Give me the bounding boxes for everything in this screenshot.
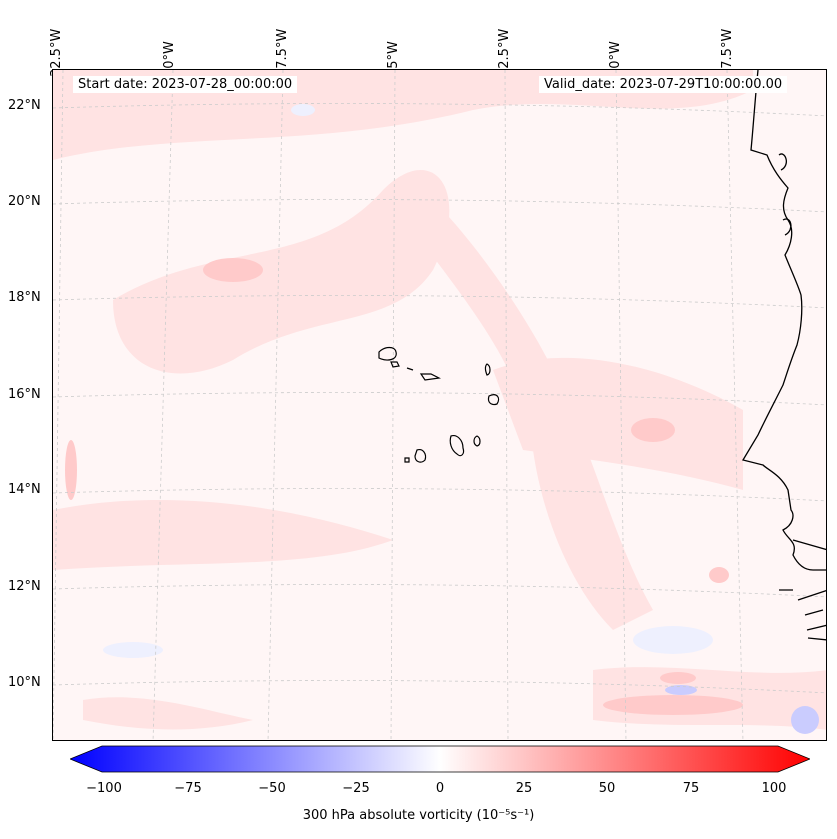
colorbar-tick-label: −100 <box>86 781 122 796</box>
parallel-line <box>53 392 826 406</box>
lat-label: 12°N <box>8 579 41 594</box>
meridian-line <box>390 70 396 740</box>
colorbar-tick-label: −25 <box>342 781 370 796</box>
parallel-line <box>53 199 826 213</box>
coast-inlet <box>782 218 792 236</box>
field-cell-red <box>631 418 675 442</box>
valid-date-label: Valid_date: 2023-07-29T10:00:00.00 <box>539 76 788 93</box>
island-santa-luzia <box>406 367 414 371</box>
field-cell-blue <box>665 685 697 695</box>
field-cell-blue <box>791 706 819 734</box>
parallel-line <box>53 103 826 117</box>
colorbar-tick-label: 100 <box>761 781 787 796</box>
field-cell-red <box>603 695 743 715</box>
africa-coastline <box>741 70 826 641</box>
field-cell-blue <box>291 104 315 116</box>
island-fogo <box>414 449 427 463</box>
lat-label: 14°N <box>8 482 41 497</box>
island-boa-vista <box>487 394 500 406</box>
field-band-red <box>53 500 393 570</box>
start-date-label: Start date: 2023-07-28_00:00:00 <box>73 76 298 93</box>
field-cell-blue <box>103 642 163 658</box>
meridian-line <box>615 70 627 740</box>
lat-label: 10°N <box>8 675 41 690</box>
parallel-line <box>53 680 826 694</box>
vorticity-map <box>52 69 827 741</box>
map-canvas <box>53 70 826 740</box>
lat-label: 22°N <box>8 98 41 113</box>
lat-label: 20°N <box>8 194 41 209</box>
colorbar-tick-label: 0 <box>435 781 445 796</box>
vorticity-field <box>53 70 826 734</box>
cape-verde-islands <box>378 346 500 463</box>
field-band-red <box>83 697 253 730</box>
colorbar-tick-label: 25 <box>515 781 533 796</box>
meridian-line <box>504 70 509 740</box>
meridian-line <box>726 70 744 740</box>
meridian-line <box>267 70 284 740</box>
island-santo-antao <box>378 346 397 361</box>
colorbar-tick-label: −50 <box>258 781 286 796</box>
island-sal <box>484 363 491 376</box>
parallel-line <box>53 295 826 309</box>
island-sao-vicente <box>390 361 400 368</box>
island-santiago <box>449 435 465 457</box>
island-brava <box>404 457 410 463</box>
field-cell-blue <box>633 626 713 654</box>
field-band-red <box>493 357 743 490</box>
field-band-red <box>113 169 450 374</box>
meridian-line <box>53 70 64 740</box>
colorbar-body <box>68 745 812 773</box>
island-sao-nicolau <box>419 373 441 381</box>
colorbar-label: 300 hPa absolute vorticity (10⁻⁵s⁻¹) <box>302 808 535 823</box>
colorbar-tick-label: −75 <box>174 781 202 796</box>
coast-inlet <box>778 153 787 171</box>
graticule <box>53 70 826 740</box>
lat-label: 18°N <box>8 290 41 305</box>
parallel-line <box>53 488 826 502</box>
field-cell-red <box>65 440 77 500</box>
colorbar-tick-label: 75 <box>682 781 700 796</box>
parallel-line <box>53 584 826 598</box>
colorbar <box>68 745 812 773</box>
field-cell-red <box>203 258 263 282</box>
field-cell-red <box>709 567 729 583</box>
meridian-line <box>152 70 174 740</box>
coastline <box>741 70 826 641</box>
colorbar-graphic <box>68 745 812 773</box>
lat-label: 16°N <box>8 387 41 402</box>
colorbar-tick-label: 50 <box>598 781 616 796</box>
field-cell-red <box>660 672 696 684</box>
island-maio <box>473 435 481 447</box>
